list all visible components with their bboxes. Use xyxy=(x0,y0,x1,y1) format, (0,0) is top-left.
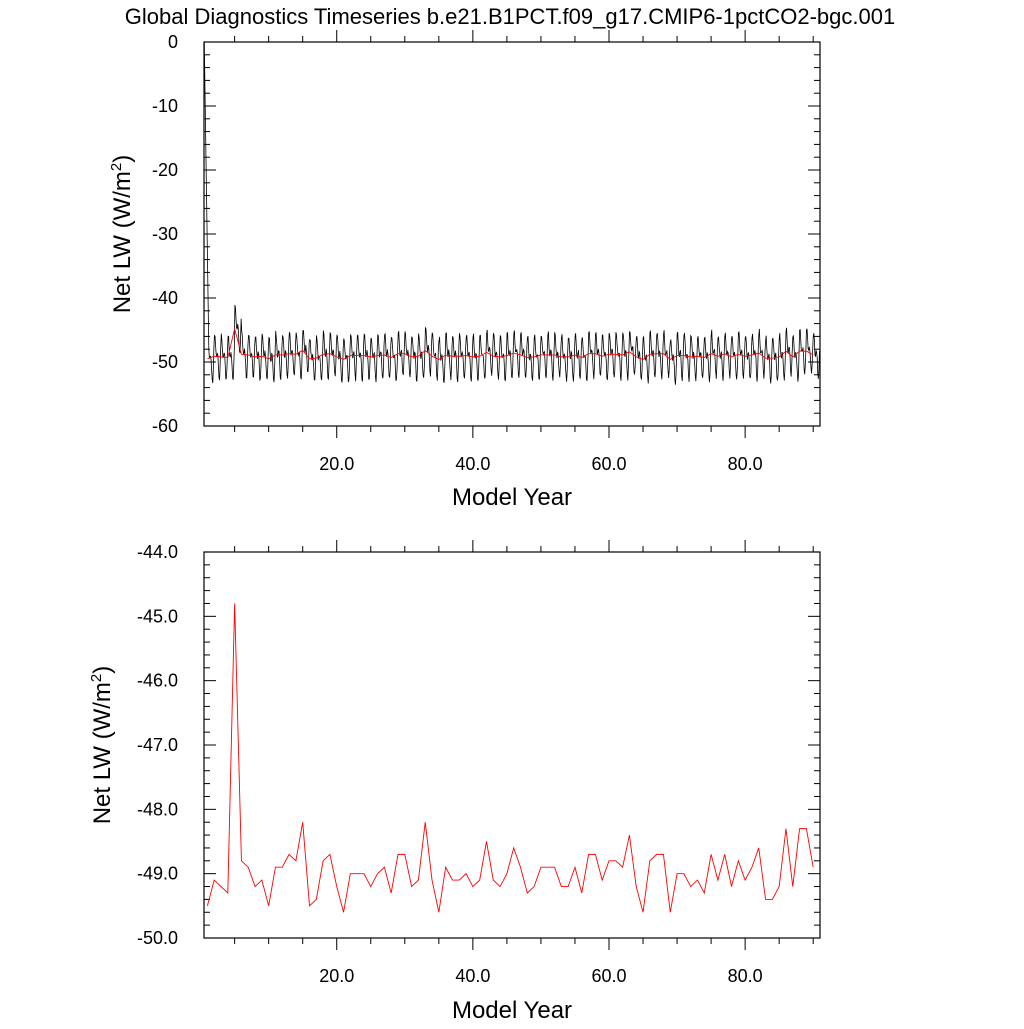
annual-series-line xyxy=(207,328,814,360)
plot-frame xyxy=(203,551,821,939)
y-tick-label: -47.0 xyxy=(137,735,178,755)
y-tick-label: -49.0 xyxy=(137,864,178,884)
y-tick-label: -10 xyxy=(152,96,178,116)
annual-series-line xyxy=(206,603,814,913)
x-axis-label: Model Year xyxy=(452,484,572,511)
x-tick-label: 80.0 xyxy=(728,454,763,474)
figure-title: Global Diagnostics Timeseries b.e21.B1PC… xyxy=(125,4,895,29)
y-tick-label: -50 xyxy=(152,352,178,372)
x-tick-label: 20.0 xyxy=(319,454,354,474)
y-axis-label: Net LW (W/m2) xyxy=(88,666,116,825)
top-panel: 0 -10 -20 -30 -40 -50 -60 20.0 40.0 60.0 80.0 Model… xyxy=(108,30,821,511)
x-tick-label: 20.0 xyxy=(319,966,354,986)
x-axis-label: Model Year xyxy=(452,997,572,1024)
y-tick-label: -48.0 xyxy=(137,799,178,819)
y-tick-label: -45.0 xyxy=(137,606,178,626)
y-tick-label: -40 xyxy=(152,288,178,308)
x-tick-label: 60.0 xyxy=(591,966,626,986)
y-tick-label: -30 xyxy=(152,224,178,244)
y-tick-label: -20 xyxy=(152,160,178,180)
y-tick-label: 0 xyxy=(168,32,178,52)
y-axis-label: Net LW (W/m2) xyxy=(108,155,136,314)
monthly-series-line xyxy=(204,42,820,385)
bottom-panel: -44.0 -45.0 -46.0 -47.0 -48.0 -49.0 -50.0 20.0 4… xyxy=(88,540,821,1024)
y-tick-label: -44.0 xyxy=(137,542,178,562)
x-tick-label: 60.0 xyxy=(591,454,626,474)
x-tick-label: 40.0 xyxy=(455,454,490,474)
plot-frame xyxy=(203,41,821,427)
y-tick-label: -46.0 xyxy=(137,671,178,691)
x-tick-label: 80.0 xyxy=(728,966,763,986)
y-tick-label: -50.0 xyxy=(137,928,178,948)
x-tick-label: 40.0 xyxy=(455,966,490,986)
y-tick-label: -60 xyxy=(152,416,178,436)
